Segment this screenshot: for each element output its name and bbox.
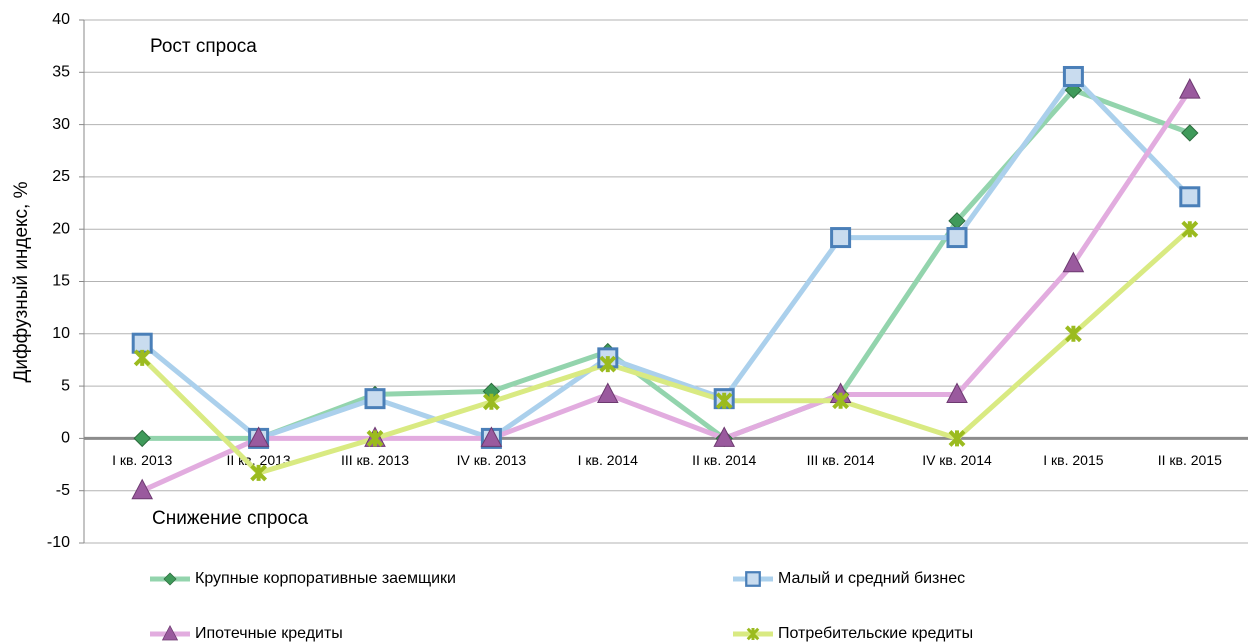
series-line [140,73,1192,441]
legend-label: Потребительские кредиты [778,625,973,642]
y-tick-label: 20 [52,220,70,237]
marker [1181,124,1199,142]
x-tick-label: II кв. 2015 [1158,452,1222,468]
marker [161,624,179,641]
marker [599,355,617,373]
marker [364,388,386,410]
y-tick-label: 15 [52,273,70,290]
marker [480,426,503,447]
marker [745,571,761,587]
x-tick-label: I кв. 2013 [112,452,172,468]
marker [1062,65,1084,87]
x-tick-label: III кв. 2014 [807,452,875,468]
marker [713,426,736,447]
marker [247,426,270,447]
y-tick-label: 25 [52,168,70,185]
marker [946,227,968,249]
marker [131,332,153,354]
marker [131,478,154,500]
x-tick-label: II кв. 2014 [692,452,756,468]
y-tick-label: 0 [61,430,70,447]
marker [715,392,733,410]
annotation: Снижение спроса [152,508,308,529]
marker [482,393,500,411]
marker [1062,251,1085,273]
legend-marker [163,572,177,586]
x-tick-label: III кв. 2013 [341,452,409,468]
x-tick-label: I кв. 2015 [1043,452,1103,468]
marker [1178,78,1201,99]
marker [1064,325,1082,343]
legend-marker [746,627,760,641]
marker [250,464,268,482]
marker [133,429,151,448]
marker [948,429,966,447]
marker [163,572,177,586]
y-tick-label: 40 [52,11,70,28]
marker [1179,186,1201,208]
marker [746,627,760,641]
x-tick-label: I кв. 2014 [578,452,638,468]
y-tick-label: 35 [52,64,70,81]
legend-label: Ипотечные кредиты [195,625,343,642]
y-tick-label: 30 [52,116,70,133]
annotation: Рост спроса [150,36,257,57]
y-axis-label: Диффузный индекс, % [11,181,32,382]
legend-label: Малый и средний бизнес [778,570,965,587]
x-tick-label: IV кв. 2014 [922,452,992,468]
y-tick-label: -5 [56,482,70,499]
x-tick-label: IV кв. 2013 [457,452,527,468]
y-tick-label: -10 [47,534,70,551]
marker [366,429,384,447]
marker [596,382,619,403]
marker [830,227,852,249]
y-tick-label: 10 [52,325,70,342]
marker [133,349,151,367]
y-tick-label: 5 [61,377,70,394]
marker [832,392,850,410]
legend-marker [161,624,179,641]
series-line [141,88,1192,493]
legend-label: Крупные корпоративные заемщики [195,570,456,587]
marker [1181,220,1199,238]
series-line [140,227,1192,476]
legend-marker [745,571,761,587]
marker [946,382,968,403]
